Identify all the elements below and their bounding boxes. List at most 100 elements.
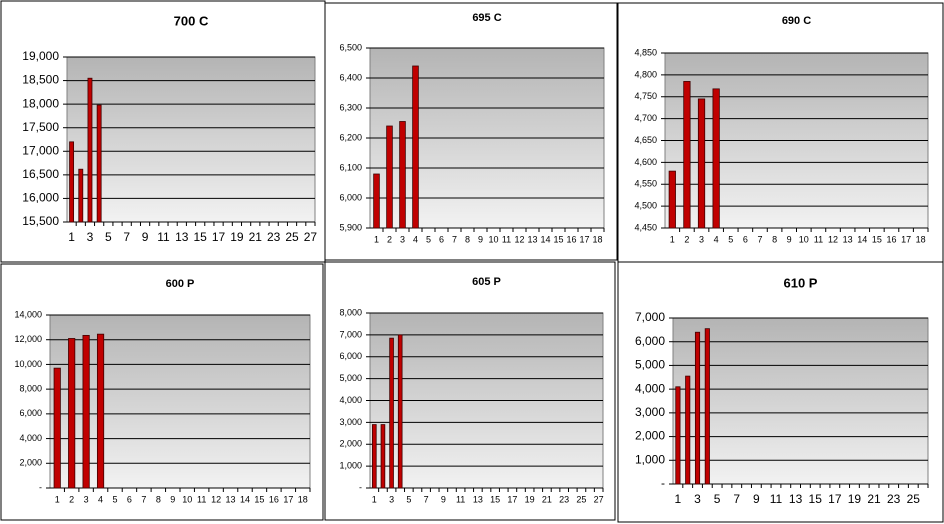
x-tick-label: 14	[240, 494, 250, 504]
bar	[389, 337, 394, 489]
x-tick-label: 13	[473, 494, 483, 504]
y-tick-label: 5,000	[339, 373, 362, 383]
x-tick-label: 27	[594, 494, 604, 504]
bar	[683, 81, 691, 229]
chart-title: 690 C	[782, 15, 811, 27]
x-tick-label: 15	[254, 494, 264, 504]
x-tick-label: 21	[542, 494, 552, 504]
y-tick-label: 18,500	[22, 73, 59, 87]
x-tick-label: 11	[456, 494, 465, 504]
x-tick-label: 11	[197, 494, 206, 504]
x-tick-label: 18	[298, 494, 308, 504]
x-tick-label: 8	[156, 494, 161, 504]
y-tick-label: 4,450	[634, 222, 657, 232]
x-tick-label: 9	[142, 230, 149, 244]
x-tick-label: 1	[372, 494, 377, 504]
bar	[668, 170, 676, 229]
x-tick-label: 11	[157, 230, 170, 244]
x-tick-label: 15	[553, 234, 563, 244]
bar	[675, 386, 681, 485]
x-tick-label: 3	[84, 494, 89, 504]
y-tick-label: 4,650	[634, 135, 657, 145]
y-tick-label: 4,000	[635, 381, 665, 395]
x-tick-label: 4	[413, 234, 418, 244]
y-tick-label: 6,000	[19, 408, 42, 418]
bar	[372, 424, 377, 489]
x-tick-label: 2	[684, 234, 689, 244]
x-tick-label: 5	[714, 492, 721, 506]
y-tick-label: 3,000	[339, 417, 362, 427]
x-tick-label: 17	[901, 234, 911, 244]
x-tick-label: 9	[478, 234, 483, 244]
y-tick-label: 7,000	[635, 310, 665, 324]
y-tick-label: 6,200	[339, 132, 362, 142]
y-tick-label: 14,000	[14, 309, 42, 319]
x-tick-label: 23	[887, 492, 901, 506]
x-tick-label: 15	[872, 234, 882, 244]
y-tick-label: 3,000	[635, 405, 665, 419]
x-tick-label: 16	[566, 234, 576, 244]
bar	[399, 121, 406, 229]
y-tick-label: 17,000	[22, 143, 59, 157]
x-tick-label: 3	[87, 230, 94, 244]
y-tick-label: 18,000	[22, 96, 59, 110]
x-tick-label: 5	[426, 234, 431, 244]
x-tick-label: 9	[441, 494, 446, 504]
bar	[412, 65, 419, 229]
chart-title: 605 P	[472, 276, 501, 288]
x-tick-label: 10	[488, 234, 498, 244]
bar	[697, 98, 706, 229]
plot-area	[66, 56, 316, 223]
x-tick-label: 3	[389, 494, 394, 504]
bar	[380, 424, 386, 489]
x-tick-label: 2	[387, 234, 392, 244]
x-tick-label: 13	[226, 494, 236, 504]
chart-title: 695 C	[472, 12, 501, 24]
y-tick-label: -	[39, 482, 42, 492]
x-tick-label: 12	[828, 234, 838, 244]
x-tick-label: 7	[452, 234, 457, 244]
x-tick-label: 1	[55, 494, 60, 504]
y-tick-label: 17,500	[22, 120, 59, 134]
x-tick-label: 23	[267, 230, 281, 244]
plot-area	[49, 314, 311, 489]
y-tick-label: 16,500	[22, 167, 59, 181]
y-tick-label: 6,500	[339, 42, 362, 52]
x-tick-label: 1	[670, 234, 675, 244]
chart-title: 700 C	[174, 13, 209, 28]
y-tick-label: 6,300	[339, 102, 362, 112]
x-tick-label: 25	[576, 494, 586, 504]
y-tick-label: 1,000	[339, 461, 362, 471]
y-tick-label: 6,100	[339, 162, 362, 172]
x-tick-label: 18	[916, 234, 926, 244]
x-tick-label: 7	[141, 494, 146, 504]
x-tick-label: 4	[714, 234, 719, 244]
x-tick-label: 13	[843, 234, 853, 244]
x-tick-label: 1	[675, 492, 682, 506]
y-tick-label: 5,000	[635, 358, 665, 372]
x-tick-label: 21	[867, 492, 881, 506]
x-tick-label: 19	[230, 230, 244, 244]
x-tick-label: 17	[212, 230, 226, 244]
y-tick-label: 6,000	[339, 351, 362, 361]
x-tick-label: 7	[733, 492, 740, 506]
x-tick-label: 21	[249, 230, 263, 244]
y-tick-label: 2,000	[19, 458, 42, 468]
bar	[96, 104, 102, 223]
x-tick-label: 7	[757, 234, 762, 244]
x-tick-label: 13	[527, 234, 537, 244]
bar	[68, 338, 76, 489]
x-tick-label: 9	[170, 494, 175, 504]
bar	[69, 141, 75, 223]
y-tick-label: 1,000	[635, 452, 665, 466]
x-tick-label: 13	[175, 230, 189, 244]
x-tick-label: 17	[507, 494, 517, 504]
bar	[373, 173, 380, 229]
y-tick-label: 10,000	[14, 359, 42, 369]
x-tick-label: 7	[123, 230, 130, 244]
x-tick-label: 3	[400, 234, 405, 244]
x-tick-label: 16	[269, 494, 279, 504]
bar	[397, 334, 403, 489]
x-tick-label: 11	[814, 234, 823, 244]
x-tick-label: 12	[211, 494, 221, 504]
